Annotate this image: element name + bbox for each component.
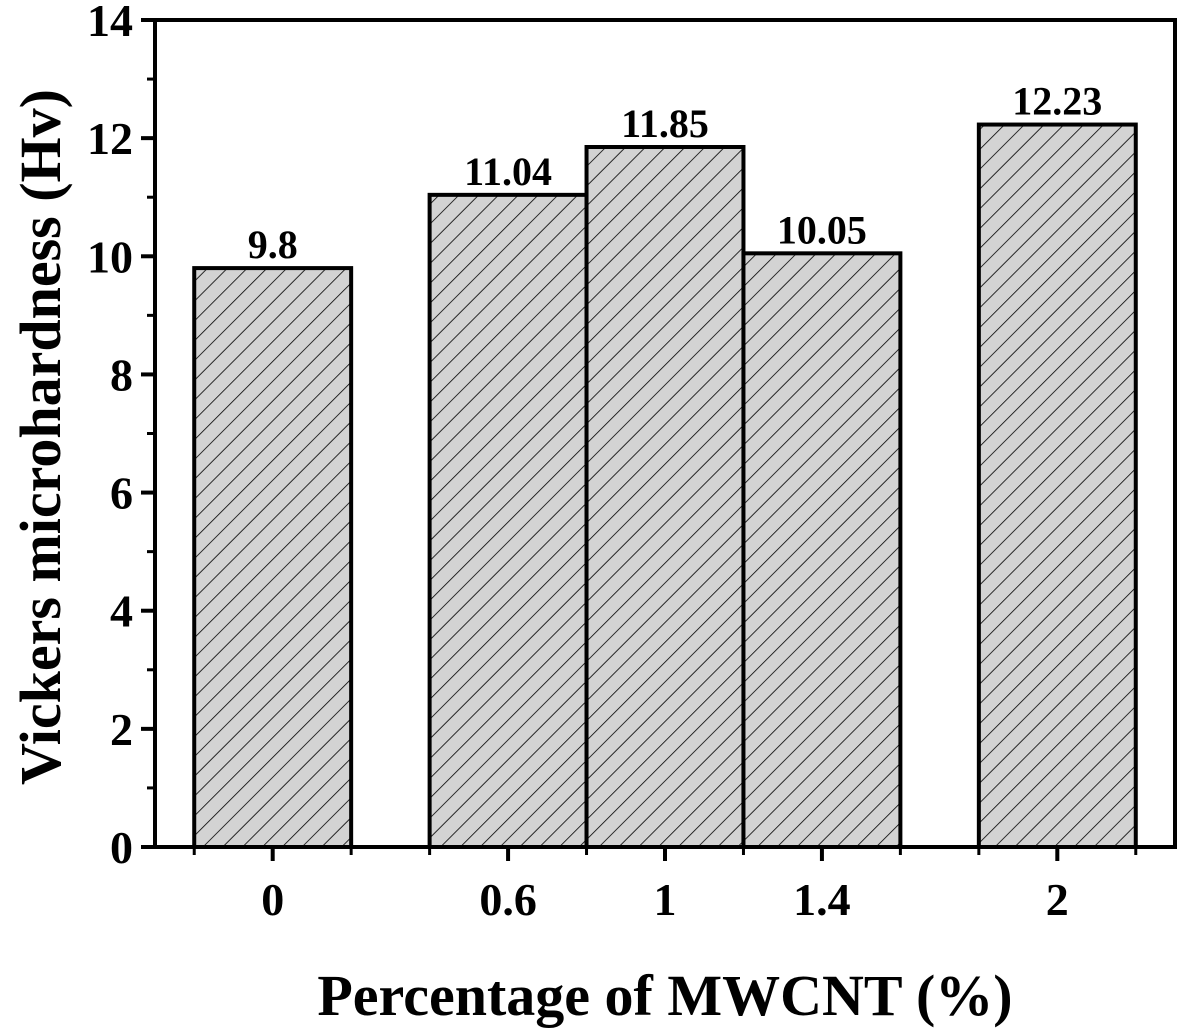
data-label-1: 11.85 [621,101,709,146]
bar-0 [192,266,354,850]
data-label-2: 12.23 [1012,79,1102,124]
y-tick-label: 8 [110,349,133,400]
bar-0.6 [427,192,589,849]
x-axis-title: Percentage of MWCNT (%) [317,963,1012,1028]
x-tick-label-0.6: 0.6 [479,874,537,925]
bar-1 [584,145,746,849]
y-tick-label: 4 [110,586,133,637]
x-tick-label-1: 1 [654,874,677,925]
y-tick-label: 14 [87,0,133,46]
x-tick-label-1.4: 1.4 [793,874,851,925]
y-tick-label: 12 [87,113,133,164]
y-tick-label: 2 [110,704,133,755]
data-label-0: 9.8 [248,222,298,267]
axes-layer: 0 2 4 6 8 10 12 14 0 0.6 1 1.4 2 [87,0,1177,925]
data-label-0.6: 11.04 [464,149,552,194]
y-tick-label: 6 [110,468,133,519]
bar-2 [976,122,1138,849]
x-tick-label-0: 0 [261,874,284,925]
y-tick-label: 10 [87,231,133,282]
y-tick-label: 0 [110,822,133,873]
x-tick-label-2: 2 [1046,874,1069,925]
data-label-1.4: 10.05 [777,207,867,252]
y-axis-title: Vickers microhardness (Hv) [8,89,73,785]
bars-layer: 9.8 11.04 11.85 10.05 12.23 [192,79,1138,850]
bar-1.4 [741,251,903,849]
